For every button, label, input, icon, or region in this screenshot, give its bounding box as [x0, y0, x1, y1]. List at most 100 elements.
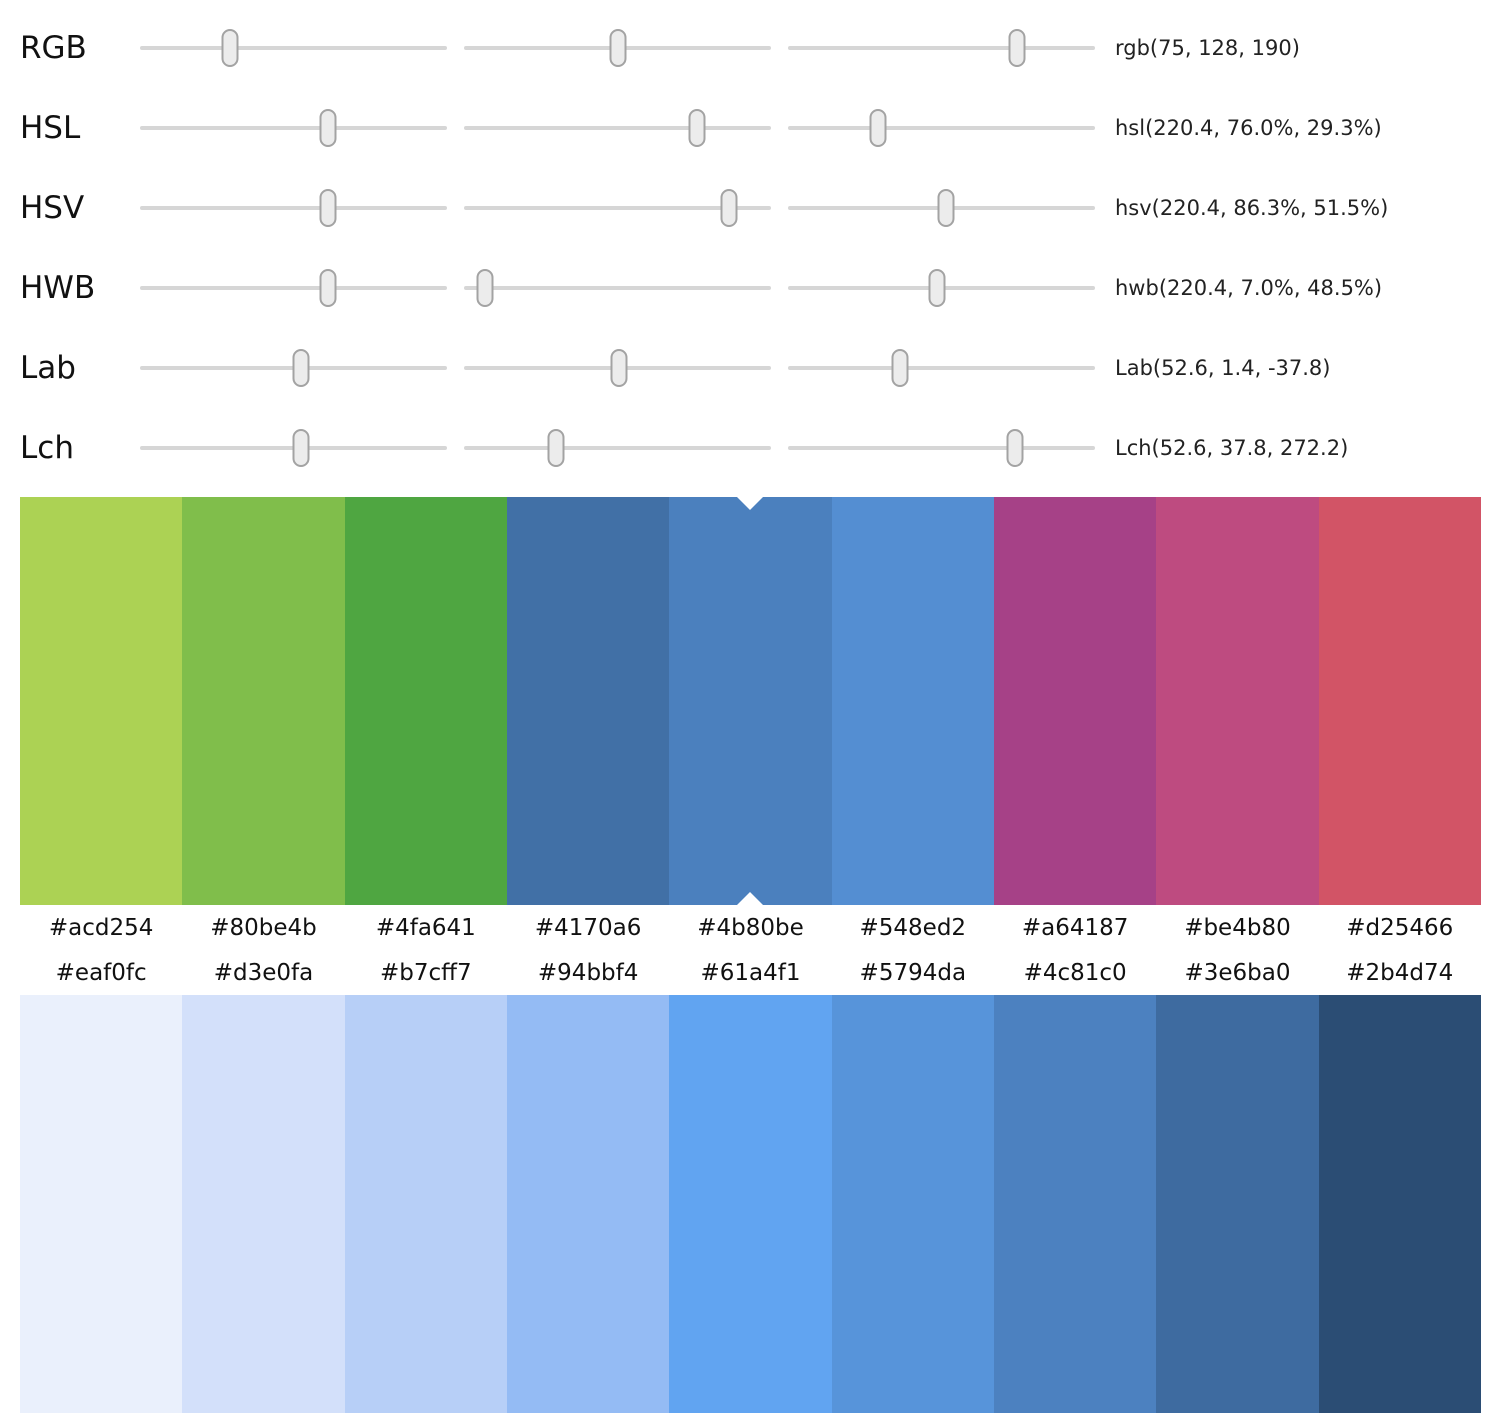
- hwb-slider-b[interactable]: [788, 266, 1095, 310]
- hsv-tracks: [140, 186, 1095, 230]
- hsv-slider-h[interactable]: [140, 186, 447, 230]
- hwb-slider-b-handle[interactable]: [928, 269, 946, 307]
- shade-swatch-8[interactable]: [1318, 995, 1481, 1413]
- lab-slider-a[interactable]: [464, 346, 771, 390]
- hue-swatch-2[interactable]: [344, 497, 507, 905]
- hsv-slider-h-handle[interactable]: [319, 189, 337, 227]
- shade-swatch-6[interactable]: [993, 995, 1157, 1413]
- selected-swatch-marker-top: [737, 497, 764, 510]
- hue-swatch-0[interactable]: [20, 497, 183, 905]
- rgb-slider-r[interactable]: [140, 26, 447, 70]
- hue-swatch-7[interactable]: [1156, 497, 1319, 905]
- hsv-slider-v-handle[interactable]: [937, 189, 955, 227]
- hex-label: #4fa641: [375, 915, 476, 941]
- lab-slider-a-handle[interactable]: [610, 349, 628, 387]
- hue-swatch-5[interactable]: [831, 497, 994, 905]
- shade-palette: [20, 995, 1481, 1413]
- shade-swatch-1[interactable]: [182, 995, 345, 1413]
- hue-swatch-8[interactable]: [1318, 497, 1481, 905]
- hue-swatch-4-selected[interactable]: [669, 497, 832, 905]
- colorspace-label-lab: Lab: [20, 350, 76, 386]
- rgb-slider-g[interactable]: [464, 26, 771, 70]
- hwb-slider-h-handle[interactable]: [319, 269, 337, 307]
- rgb-value-text: rgb(75, 128, 190): [1115, 36, 1300, 60]
- colorspace-label-rgb: RGB: [20, 30, 87, 66]
- rgb-slider-b[interactable]: [788, 26, 1095, 70]
- shade-swatch-0[interactable]: [20, 995, 183, 1413]
- lab-slider-l[interactable]: [140, 346, 447, 390]
- colorspace-label-lch: Lch: [20, 430, 74, 466]
- hex-label: #2b4d74: [1346, 960, 1454, 986]
- shade-hex-labels: #eaf0fc #d3e0fa #b7cff7 #94bbf4 #61a4f1 …: [20, 950, 1481, 995]
- hex-label: #61a4f1: [700, 960, 801, 986]
- lab-slider-b-handle[interactable]: [891, 349, 909, 387]
- rgb-slider-b-handle[interactable]: [1008, 29, 1026, 67]
- lch-slider-l[interactable]: [140, 426, 447, 470]
- hex-label: #548ed2: [859, 915, 967, 941]
- rgb-slider-r-handle[interactable]: [221, 29, 239, 67]
- shade-swatch-4[interactable]: [669, 995, 832, 1413]
- hwb-slider-h[interactable]: [140, 266, 447, 310]
- lch-slider-h-handle[interactable]: [1006, 429, 1024, 467]
- hue-swatch-6[interactable]: [993, 497, 1157, 905]
- selected-swatch-marker-bottom: [737, 892, 764, 905]
- shade-swatch-5[interactable]: [831, 995, 994, 1413]
- lab-slider-b[interactable]: [788, 346, 1095, 390]
- hsv-slider-v[interactable]: [788, 186, 1095, 230]
- hue-swatch-1[interactable]: [182, 497, 345, 905]
- hex-label: #4c81c0: [1023, 960, 1127, 986]
- lch-tracks: [140, 426, 1095, 470]
- color-slider-panel: RGB rgb(75, 128, 190) HSL: [0, 0, 1501, 497]
- colorspace-label-hwb: HWB: [20, 270, 96, 306]
- hex-label: #d3e0fa: [213, 960, 314, 986]
- hwb-tracks: [140, 266, 1095, 310]
- lch-slider-h[interactable]: [788, 426, 1095, 470]
- hsl-slider-l[interactable]: [788, 106, 1095, 150]
- hwb-slider-w-handle[interactable]: [476, 269, 494, 307]
- hsv-slider-s[interactable]: [464, 186, 771, 230]
- lab-tracks: [140, 346, 1095, 390]
- lch-slider-l-handle[interactable]: [292, 429, 310, 467]
- hex-label: #d25466: [1346, 915, 1454, 941]
- hsl-tracks: [140, 106, 1095, 150]
- colorspace-label-hsv: HSV: [20, 190, 85, 226]
- hue-palette: [20, 497, 1481, 905]
- hue-swatch-3[interactable]: [506, 497, 670, 905]
- lch-value-text: Lch(52.6, 37.8, 272.2): [1115, 436, 1349, 460]
- colorspace-label-hsl: HSL: [20, 110, 81, 146]
- lab-value-text: Lab(52.6, 1.4, -37.8): [1115, 356, 1331, 380]
- hex-label: #4170a6: [534, 915, 642, 941]
- shade-swatch-3[interactable]: [506, 995, 670, 1413]
- hsl-slider-s[interactable]: [464, 106, 771, 150]
- slider-row-hsl: HSL hsl(220.4, 76.0%, 29.3%): [20, 88, 1501, 168]
- hex-label: #94bbf4: [537, 960, 639, 986]
- slider-row-lab: Lab Lab(52.6, 1.4, -37.8): [20, 328, 1501, 408]
- slider-row-rgb: RGB rgb(75, 128, 190): [20, 8, 1501, 88]
- lch-slider-c[interactable]: [464, 426, 771, 470]
- hsl-slider-h[interactable]: [140, 106, 447, 150]
- slider-row-hsv: HSV hsv(220.4, 86.3%, 51.5%): [20, 168, 1501, 248]
- hsl-slider-h-handle[interactable]: [319, 109, 337, 147]
- hex-label: #a64187: [1021, 915, 1129, 941]
- lch-slider-c-handle[interactable]: [547, 429, 565, 467]
- hex-label: #80be4b: [210, 915, 317, 941]
- rgb-tracks: [140, 26, 1095, 70]
- hex-label: #acd254: [48, 915, 154, 941]
- hue-hex-labels: #acd254 #80be4b #4fa641 #4170a6 #4b80be …: [20, 905, 1481, 950]
- hex-label: #5794da: [859, 960, 967, 986]
- slider-row-lch: Lch Lch(52.6, 37.8, 272.2): [20, 408, 1501, 488]
- slider-row-hwb: HWB hwb(220.4, 7.0%, 48.5%): [20, 248, 1501, 328]
- hsl-value-text: hsl(220.4, 76.0%, 29.3%): [1115, 116, 1382, 140]
- lab-slider-l-handle[interactable]: [292, 349, 310, 387]
- hwb-value-text: hwb(220.4, 7.0%, 48.5%): [1115, 276, 1383, 300]
- hsl-slider-s-handle[interactable]: [688, 109, 706, 147]
- hwb-slider-w[interactable]: [464, 266, 771, 310]
- hsl-slider-l-handle[interactable]: [869, 109, 887, 147]
- hsv-slider-s-handle[interactable]: [720, 189, 738, 227]
- hex-label: #4b80be: [697, 915, 804, 941]
- hsv-value-text: hsv(220.4, 86.3%, 51.5%): [1115, 196, 1389, 220]
- shade-swatch-7[interactable]: [1156, 995, 1319, 1413]
- shade-swatch-2[interactable]: [344, 995, 507, 1413]
- rgb-slider-g-handle[interactable]: [609, 29, 627, 67]
- hex-label: #be4b80: [1184, 915, 1291, 941]
